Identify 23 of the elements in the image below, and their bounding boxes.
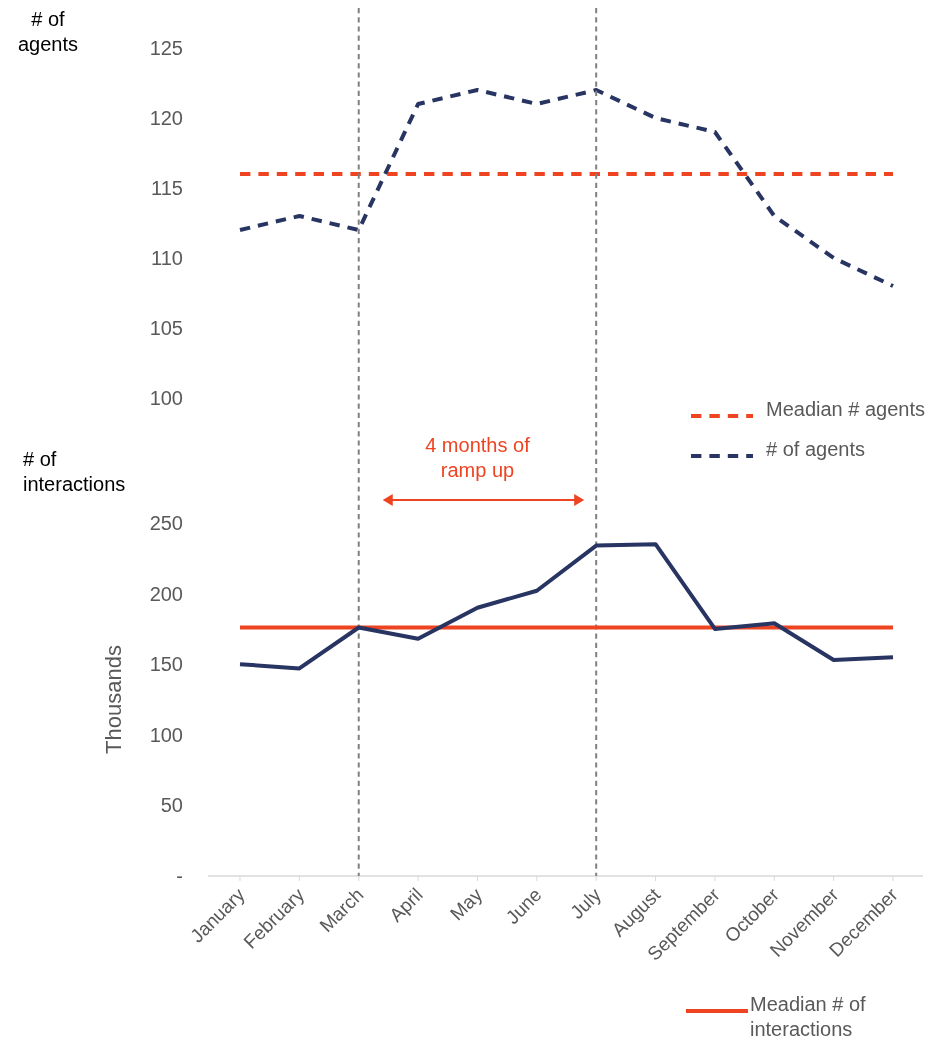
line-series [238, 542, 895, 671]
legend-label: # of agents [766, 438, 865, 460]
y-tick-label: 105 [149, 317, 183, 339]
y-tick-label: - [176, 865, 183, 887]
legend-label: Meadian # agents [766, 398, 926, 420]
legend-label: Meadian # of interactions [750, 993, 867, 1040]
y-tick-label: 200 [149, 582, 183, 605]
y-tick-label: 115 [151, 177, 183, 199]
text: 4 months of ramp up [425, 434, 531, 481]
x-tick-label: July [566, 883, 606, 923]
y-axis-title: Thousands [101, 645, 126, 754]
y-tick-label: 100 [149, 723, 183, 746]
x-tick-label: May [446, 883, 487, 925]
y-tick-label: 100 [149, 387, 183, 409]
y-tick-label: 50 [160, 794, 183, 817]
y-tick-label: 110 [151, 247, 183, 269]
y-tick-label: 120 [149, 107, 183, 129]
y-tick-label: 250 [149, 512, 183, 534]
chart-title: # of interactions [23, 448, 126, 495]
text: # of agents [17, 8, 79, 55]
y-tick-label: 125 [149, 37, 183, 59]
y-tick-label: 150 [149, 653, 183, 676]
line-series [238, 88, 895, 288]
